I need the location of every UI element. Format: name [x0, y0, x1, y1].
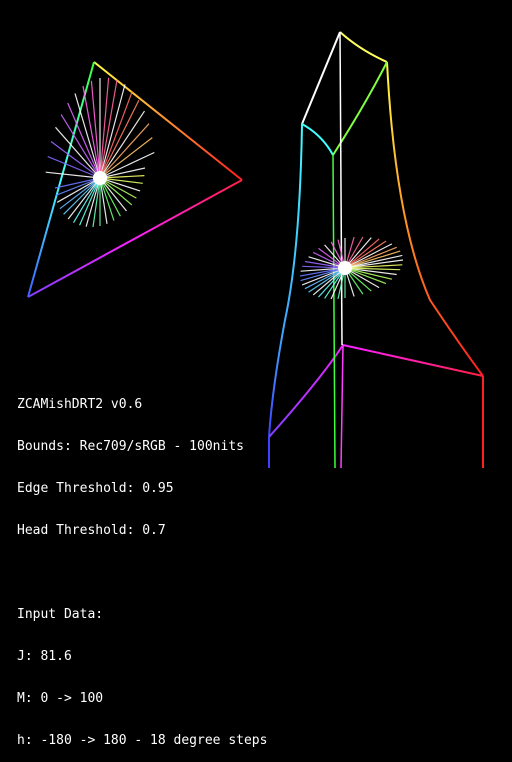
fan-spoke — [344, 267, 397, 276]
fan-spoke — [99, 177, 115, 221]
info-title: ZCAMishDRT2 v0.6 — [17, 397, 143, 412]
fan-spoke — [55, 177, 101, 196]
fan-spoke — [79, 177, 101, 226]
hull-magenta-axis — [340, 344, 344, 469]
fan-spoke — [99, 177, 121, 217]
visualization-canvas — [27, 31, 484, 469]
info-m-range: M: 0 -> 100 — [17, 691, 104, 706]
triangle-edge-top-right — [93, 61, 243, 181]
fan-spoke — [63, 177, 101, 215]
fan-spoke — [344, 246, 397, 269]
fan-spoke — [344, 267, 387, 285]
fan-spoke — [54, 177, 101, 189]
hull-white-axis — [339, 31, 343, 346]
fan-spoke — [74, 93, 101, 179]
fan-spoke — [50, 141, 101, 179]
fan-spoke — [99, 79, 118, 179]
hull-left-edge — [268, 123, 303, 438]
fan-spoke — [344, 238, 380, 269]
fan-spoke — [308, 267, 346, 293]
fan-spoke — [67, 177, 101, 220]
hull-right-edge — [386, 61, 484, 377]
hull-top-left-edge — [301, 31, 341, 125]
fan-spoke — [99, 177, 141, 192]
fan-spoke — [344, 264, 403, 269]
info-edge-threshold: Edge Threshold: 0.95 — [17, 481, 174, 496]
fan-spoke — [59, 177, 101, 210]
fan-spoke — [344, 250, 401, 269]
fan-spoke — [99, 90, 133, 179]
fan-spoke — [99, 99, 140, 179]
hull-top-edge — [339, 31, 388, 63]
fan-spoke — [67, 102, 101, 179]
hue-fan — [45, 77, 155, 228]
fan-spoke — [99, 177, 108, 224]
fan-spoke — [99, 177, 127, 212]
fan-spoke — [299, 267, 346, 277]
fan-spoke — [56, 177, 101, 203]
fan-spoke — [344, 267, 401, 271]
fan-spoke — [300, 267, 346, 272]
fan-center — [93, 171, 107, 185]
fan-spoke — [99, 123, 150, 179]
fan-spoke — [344, 267, 393, 280]
fan-spoke — [47, 156, 101, 179]
fan-spoke — [344, 243, 393, 269]
fan-spoke — [99, 84, 126, 179]
fan-spoke — [45, 171, 101, 179]
fan-spoke — [99, 110, 145, 179]
fan-spoke — [92, 177, 101, 228]
info-h-range: h: -180 -> 180 - 18 degree steps — [17, 733, 268, 748]
fan-spoke — [99, 151, 155, 179]
fan-spoke — [99, 177, 143, 184]
fan-spoke — [304, 267, 346, 290]
fan-spoke — [344, 254, 403, 269]
hue-cloud — [299, 236, 404, 300]
fan-spoke — [99, 137, 153, 179]
fan-spoke — [99, 175, 145, 179]
fan-center — [338, 261, 352, 275]
fan-spoke — [302, 265, 346, 269]
fan-spoke — [344, 259, 404, 269]
info-spacer — [17, 566, 267, 580]
hull-cyan-curve — [301, 123, 334, 156]
fan-spoke — [60, 114, 101, 179]
info-panel: ZCAMishDRT2 v0.6 Bounds: Rec709/sRGB - 1… — [17, 370, 267, 762]
hull-magenta-curve — [268, 343, 484, 438]
fan-spoke — [344, 240, 387, 269]
fan-spoke — [55, 126, 101, 179]
info-input-heading: Input Data: — [17, 607, 104, 622]
triangle-edge-bottom — [27, 179, 243, 298]
info-head-threshold: Head Threshold: 0.7 — [17, 523, 166, 538]
gamut-hull — [268, 31, 484, 469]
hull-green-curve — [332, 61, 388, 156]
triangle-edge-left — [27, 61, 95, 298]
fan-spoke — [301, 267, 346, 286]
info-j-value: J: 81.6 — [17, 649, 72, 664]
info-bounds: Bounds: Rec709/sRGB - 100nits — [17, 439, 244, 454]
hull-green-axis — [332, 154, 336, 469]
fan-spoke — [82, 85, 101, 179]
fan-spoke — [85, 177, 101, 227]
fan-spoke — [90, 80, 101, 179]
fan-spoke — [72, 177, 101, 224]
chromaticity-triangle — [27, 61, 243, 298]
fan-spoke — [300, 267, 346, 282]
fan-spoke — [99, 77, 110, 179]
fan-spoke — [99, 167, 146, 179]
